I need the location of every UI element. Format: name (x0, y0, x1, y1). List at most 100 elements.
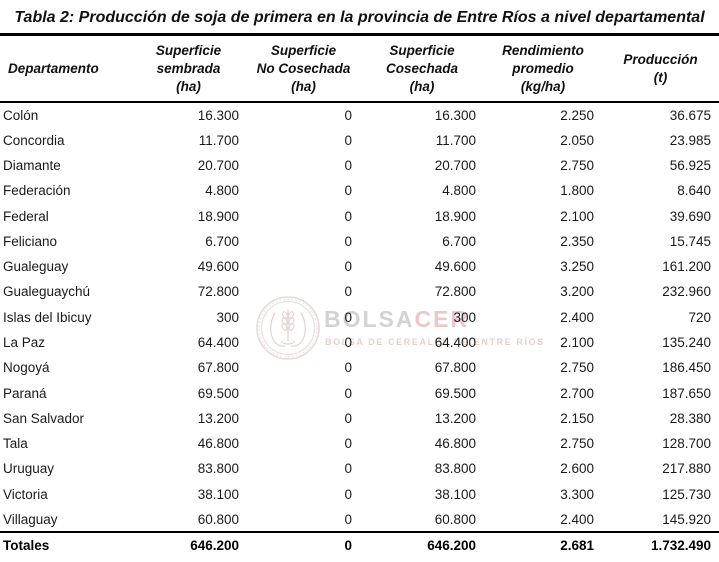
department-cell: Federación (3, 183, 71, 199)
value-cell: 2.100 (560, 335, 594, 350)
value-cell: 2.400 (560, 309, 594, 325)
department-cell: Uruguay (3, 461, 55, 477)
value-cell: 13.200 (434, 410, 476, 426)
value-cell: 145.920 (662, 511, 711, 527)
table-row: Victoria 38.100 0 38.100 3.300 125.730 (0, 482, 719, 507)
value-cell: 49.600 (434, 259, 476, 275)
value-cell: 2.681 (484, 531, 602, 559)
header-cell: Superficie Cosechada (ha) (360, 36, 484, 104)
value-cell: 2.750 (560, 436, 594, 452)
department-cell: Gualeguay (3, 259, 69, 275)
value-cell: 46.800 (197, 436, 239, 452)
value-cell: 128.700 (662, 436, 711, 452)
header-cell: Rendimiento promedio (kg/ha) (484, 36, 602, 104)
table-row: Gualeguay 49.600 0 49.600 3.250 161.200 (0, 254, 719, 279)
value-cell: 1.800 (560, 183, 594, 199)
value-cell: 64.400 (434, 335, 476, 350)
value-cell: 2.400 (560, 511, 594, 527)
value-cell: 69.500 (434, 385, 476, 401)
value-cell: 2.700 (560, 385, 594, 401)
department-cell: Federal (3, 208, 49, 224)
value-cell: 186.450 (662, 360, 711, 376)
department-cell: Diamante (3, 157, 61, 173)
value-cell: 18.900 (197, 208, 239, 224)
value-cell: 20.700 (434, 157, 476, 173)
value-cell: 20.700 (197, 157, 239, 173)
value-cell: 0 (344, 360, 352, 376)
value-cell: 720 (688, 309, 711, 325)
value-cell: 36.675 (669, 107, 711, 123)
value-cell: 2.150 (560, 410, 594, 426)
value-cell: 135.240 (662, 335, 711, 350)
value-cell: 0 (344, 309, 352, 325)
value-cell: 0 (247, 531, 360, 559)
value-cell: 6.700 (205, 233, 239, 249)
value-cell: 1.732.490 (602, 531, 719, 559)
department-cell: Islas del Ibicuy (3, 309, 92, 325)
value-cell: 83.800 (434, 461, 476, 477)
department-cell: Paraná (3, 385, 47, 401)
value-cell: 217.880 (662, 461, 711, 477)
value-cell: 2.250 (560, 107, 594, 123)
value-cell: 3.250 (560, 259, 594, 275)
value-cell: 646.200 (360, 531, 484, 559)
value-cell: 300 (453, 309, 476, 325)
value-cell: 0 (344, 486, 352, 502)
value-cell: 4.800 (442, 183, 476, 199)
value-cell: 13.200 (197, 410, 239, 426)
value-cell: 646.200 (130, 531, 247, 559)
value-cell: 83.800 (197, 461, 239, 477)
value-cell: 300 (216, 309, 239, 325)
value-cell: 0 (344, 107, 352, 123)
department-cell: Gualeguaychú (3, 284, 91, 300)
table-row: Diamante 20.700 0 20.700 2.750 56.925 (0, 153, 719, 178)
value-cell: 0 (344, 157, 352, 173)
value-cell: 2.750 (560, 157, 594, 173)
value-cell: 0 (344, 183, 352, 199)
value-cell: 0 (344, 259, 352, 275)
department-cell: Concordia (3, 132, 65, 148)
department-cell: La Paz (3, 335, 46, 350)
value-cell: 2.750 (560, 360, 594, 376)
value-cell: 23.985 (669, 132, 711, 148)
value-cell: 38.100 (434, 486, 476, 502)
value-cell: 0 (344, 511, 352, 527)
value-cell: 2.350 (560, 233, 594, 249)
value-cell: 0 (344, 461, 352, 477)
value-cell: 0 (344, 385, 352, 401)
value-cell: 187.650 (662, 385, 711, 401)
value-cell: 0 (344, 436, 352, 452)
value-cell: 125.730 (662, 486, 711, 502)
value-cell: 67.800 (197, 360, 239, 376)
value-cell: 18.900 (434, 208, 476, 224)
value-cell: 72.800 (434, 284, 476, 300)
value-cell: 46.800 (434, 436, 476, 452)
value-cell: 0 (344, 132, 352, 148)
table-row: Gualeguaychú 72.800 0 72.800 3.200 232.960 (0, 279, 719, 304)
value-cell: 16.300 (434, 107, 476, 123)
table-row: Paraná 69.500 0 69.500 2.700 187.650 (0, 380, 719, 405)
value-cell: 38.100 (197, 486, 239, 502)
department-cell: Tala (3, 436, 28, 452)
header-row: Departamento Superficie sembrada (ha) Supe… (0, 36, 719, 104)
value-cell: 4.800 (205, 183, 239, 199)
table-row: Federación 4.800 0 4.800 1.800 8.640 (0, 178, 719, 203)
value-cell: 3.300 (560, 486, 594, 502)
value-cell: 8.640 (677, 183, 711, 199)
table-row: Tala 46.800 0 46.800 2.750 128.700 (0, 431, 719, 456)
table-row: Concordia 11.700 0 11.700 2.050 23.985 (0, 127, 719, 152)
department-cell: Feliciano (3, 233, 58, 249)
value-cell: 0 (344, 208, 352, 224)
table-row: Federal 18.900 0 18.900 2.100 39.690 (0, 203, 719, 228)
table-title: Tabla 2: Producción de soja de primera e… (0, 0, 719, 37)
value-cell: 0 (344, 284, 352, 300)
value-cell: 60.800 (434, 511, 476, 527)
production-table: Departamento Superficie sembrada (ha) Supe… (0, 36, 719, 559)
table-row: Feliciano 6.700 0 6.700 2.350 15.745 (0, 229, 719, 254)
value-cell: 39.690 (669, 208, 711, 224)
department-cell: Colón (3, 107, 39, 123)
table-row: La Paz 64.400 0 64.400 2.100 135.240 (0, 330, 719, 355)
value-cell: 3.200 (560, 284, 594, 300)
value-cell: 2.050 (560, 132, 594, 148)
